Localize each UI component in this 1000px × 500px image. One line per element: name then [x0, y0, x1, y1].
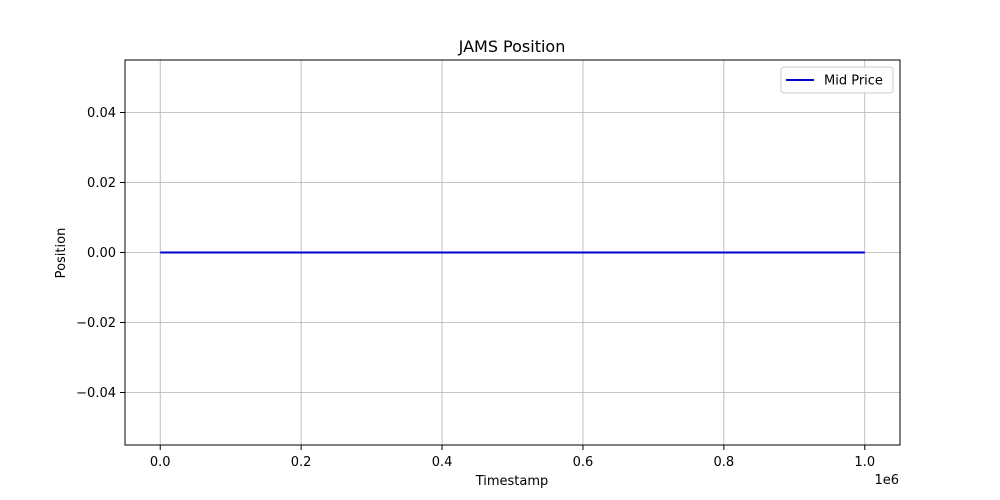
x-axis: 0.0 0.2 0.4 0.6 0.8 1.0	[150, 445, 875, 470]
x-axis-offset-label: 1e6	[874, 473, 899, 488]
y-axis: −0.04 −0.02 0.00 0.02 0.04	[76, 106, 125, 401]
x-axis-title: Timestamp	[475, 474, 549, 489]
x-tick-label: 0.6	[573, 455, 594, 470]
y-tick-label: 0.00	[87, 246, 116, 261]
x-tick-label: 0.2	[291, 455, 312, 470]
x-tick-label: 0.8	[714, 455, 735, 470]
y-tick-label: 0.02	[87, 176, 116, 191]
y-tick-label: 0.04	[87, 106, 116, 121]
y-tick-label: −0.04	[76, 386, 116, 401]
x-tick-label: 1.0	[854, 455, 875, 470]
legend: Mid Price	[780, 66, 894, 94]
chart-title: JAMS Position	[458, 37, 566, 56]
x-tick-label: 0.4	[432, 455, 453, 470]
y-axis-title: Position	[54, 228, 69, 279]
legend-box	[780, 66, 894, 94]
y-tick-label: −0.02	[76, 316, 116, 331]
x-tick-label: 0.0	[150, 455, 171, 470]
legend-label-mid-price: Mid Price	[824, 74, 883, 89]
